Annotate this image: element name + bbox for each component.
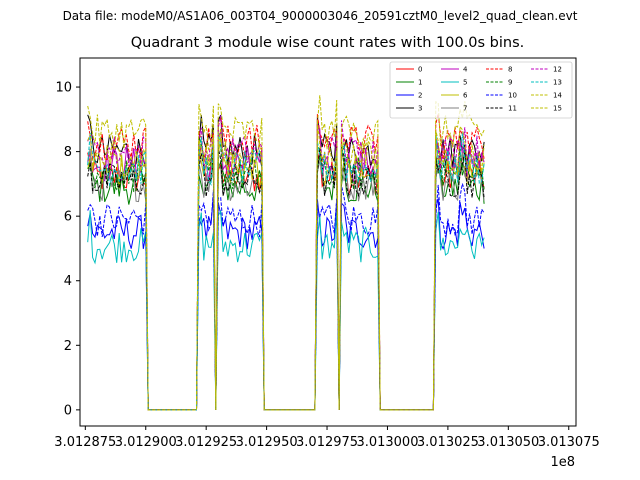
legend-label-1: 1 [418,79,422,87]
axes-frame [79,57,577,427]
y-axis: 0 2 4 6 8 10 [55,81,80,418]
legend-label-6: 6 [463,92,468,100]
series-layer [87,95,485,411]
legend-label-11: 11 [508,105,517,113]
legend-box [389,61,573,119]
legend-label-2: 2 [418,92,422,100]
series-line-15 [87,122,485,411]
x-tick-label: 3.012950 [236,435,298,450]
legend-label-9: 9 [508,79,512,87]
chart-title: Quadrant 3 module wise count rates with … [130,35,525,51]
y-tick-label: 4 [64,274,72,289]
x-tick-label: 3.013025 [417,435,479,450]
legend-label-3: 3 [418,105,422,113]
x-axis: 3.0128753.0129003.0129253.0129503.012975… [54,426,600,450]
legend-label-14: 14 [553,92,562,100]
legend-label-7: 7 [463,105,467,113]
x-tick-label: 3.012900 [115,435,177,450]
x-tick-label: 3.013075 [538,435,600,450]
figure-suptitle: Data file: modeM0/AS1A06_003T04_90000030… [62,9,578,23]
y-tick-label: 6 [64,210,72,225]
legend-label-13: 13 [553,79,562,87]
legend-label-15: 15 [553,105,562,113]
y-tick-label: 10 [55,81,72,96]
legend-label-10: 10 [508,92,517,100]
legend-label-4: 4 [463,66,468,74]
legend-label-5: 5 [463,79,467,87]
x-tick-label: 3.013050 [477,435,539,450]
y-tick-label: 2 [64,339,72,354]
legend-label-12: 12 [553,66,562,74]
x-offset-label: 1e8 [550,455,575,470]
x-tick-label: 3.012975 [296,435,358,450]
y-tick-label: 0 [64,403,72,418]
y-tick-label: 8 [64,145,72,160]
x-tick-label: 3.012925 [175,435,237,450]
legend-label-8: 8 [508,66,512,74]
legend-label-0: 0 [418,66,422,74]
x-tick-label: 3.013000 [356,435,418,450]
x-tick-label: 3.012875 [54,435,116,450]
